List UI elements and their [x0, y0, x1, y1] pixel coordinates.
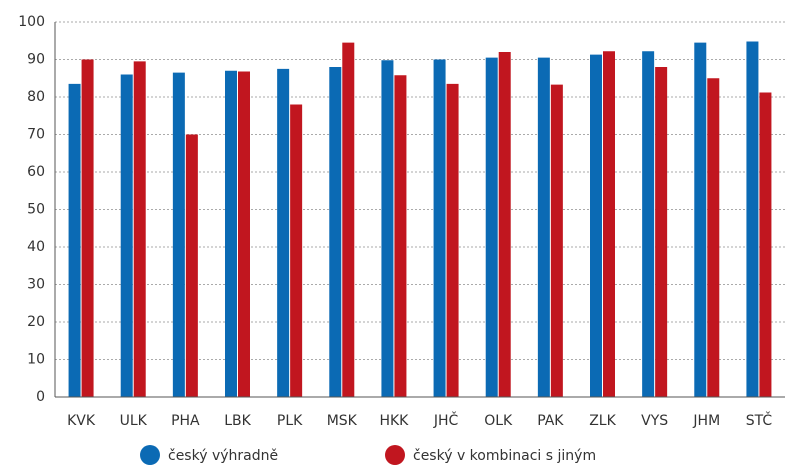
bar: [498, 52, 511, 397]
y-tick-label: 20: [27, 314, 45, 330]
y-tick-label: 80: [27, 89, 45, 105]
bar: [394, 75, 407, 397]
bar: [603, 51, 615, 397]
y-tick-label: 100: [18, 14, 45, 30]
bar: [655, 67, 668, 397]
x-tick-label: OLK: [484, 413, 513, 429]
bar: [290, 104, 303, 397]
x-tick-label: JHČ: [433, 411, 459, 429]
x-tick-label: ZLK: [589, 413, 616, 429]
bar: [329, 67, 342, 397]
y-tick-label: 70: [27, 127, 45, 143]
bar: [642, 51, 655, 397]
bar: [485, 57, 498, 397]
x-tick-label: VYS: [641, 413, 668, 429]
bar: [172, 72, 185, 397]
y-tick-label: 10: [27, 352, 45, 368]
bar: [185, 134, 198, 397]
legend-marker: [140, 445, 160, 465]
y-tick-label: 50: [27, 202, 45, 218]
bar: [694, 42, 707, 397]
y-tick-label: 0: [36, 389, 45, 405]
x-tick-label: MSK: [327, 413, 358, 429]
bar: [225, 70, 237, 397]
x-tick-label: JHM: [692, 413, 720, 429]
bar: [707, 78, 720, 397]
x-tick-label: KVK: [67, 413, 96, 429]
x-tick-label: PAK: [537, 413, 564, 429]
bar: [550, 84, 563, 397]
bar: [759, 92, 772, 397]
bar: [590, 54, 602, 397]
bar: [277, 68, 290, 397]
x-tick-label: PLK: [277, 413, 303, 429]
bar: [238, 71, 250, 397]
bar: [746, 41, 759, 397]
x-tick-label: PHA: [171, 413, 200, 429]
legend-label: český v kombinaci s jiným: [413, 448, 596, 464]
x-tick-label: LBK: [224, 413, 251, 429]
bar: [537, 57, 550, 397]
y-tick-label: 90: [27, 52, 45, 68]
bar: [342, 42, 355, 397]
bar: [133, 61, 146, 397]
legend-marker: [385, 445, 405, 465]
y-tick-label: 60: [27, 164, 45, 180]
x-tick-label: ULK: [120, 413, 148, 429]
bar: [446, 83, 459, 397]
x-tick-label: HKK: [379, 413, 409, 429]
bar: [381, 60, 394, 397]
y-tick-label: 30: [27, 277, 45, 293]
bar: [120, 74, 133, 397]
x-tick-label: STČ: [746, 411, 773, 429]
bar: [81, 59, 94, 397]
legend-label: český výhradně: [168, 448, 278, 464]
y-tick-label: 40: [27, 239, 45, 255]
bar: [433, 59, 446, 397]
bar: [68, 83, 81, 397]
